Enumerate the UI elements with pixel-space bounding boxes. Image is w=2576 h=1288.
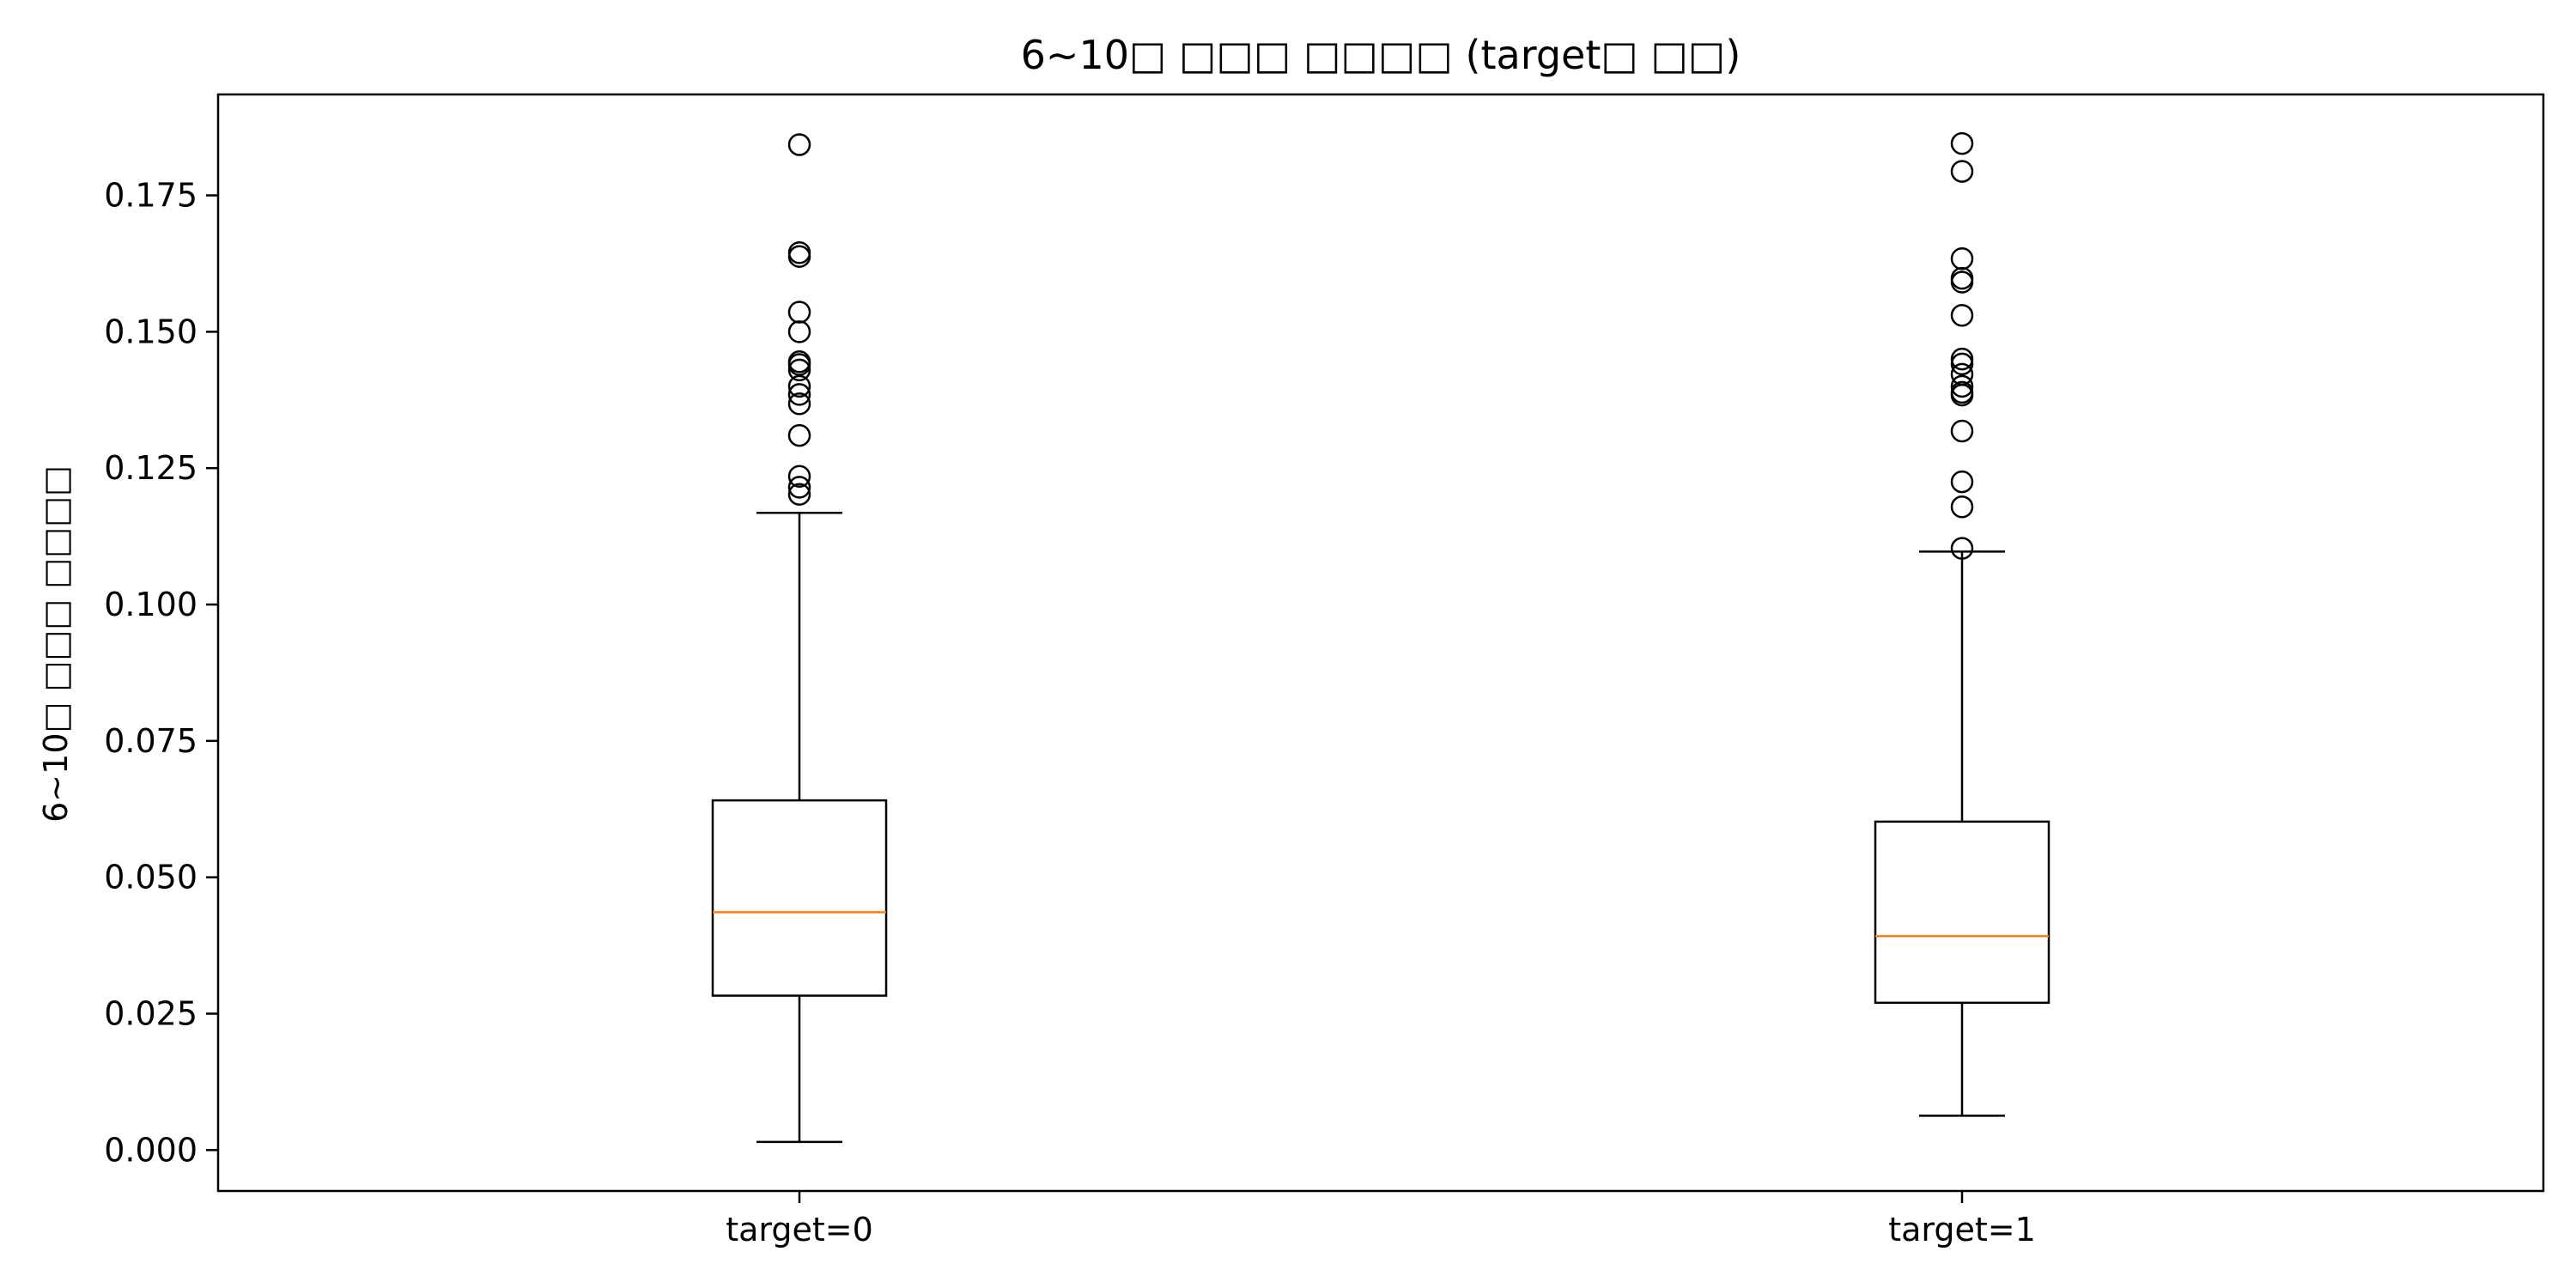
outlier-point <box>1950 470 1974 494</box>
outlier-point <box>787 358 811 382</box>
iqr-box <box>1874 820 2050 1005</box>
y-tick-label: 0.075 <box>104 722 197 760</box>
outlier-point <box>787 245 811 268</box>
y-tick-label: 0.025 <box>104 995 197 1033</box>
outlier-point <box>1950 131 1974 155</box>
y-tick-label: 0.150 <box>104 313 197 350</box>
y-tick-label: 0.175 <box>104 177 197 215</box>
outlier-point <box>787 374 811 398</box>
outlier-point <box>1950 374 1974 398</box>
outlier-point <box>787 320 811 343</box>
y-tick-label: 0.125 <box>104 449 197 487</box>
outlier-point <box>1950 160 1974 183</box>
outlier-point <box>1950 383 1974 407</box>
outlier-point <box>787 133 811 156</box>
outlier-point <box>787 423 811 447</box>
outlier-point <box>787 392 811 416</box>
y-tick-label: 0.100 <box>104 586 197 623</box>
outlier-point <box>1950 270 1974 294</box>
outlier-point <box>1950 537 1974 560</box>
outlier-point <box>787 476 811 499</box>
outlier-point <box>1950 304 1974 327</box>
outlier-point <box>787 383 811 406</box>
outlier-point <box>787 483 811 506</box>
outlier-point <box>1950 347 1974 371</box>
axes-frame <box>216 93 2545 1193</box>
x-category-label: target=0 <box>726 1211 873 1249</box>
outlier-point <box>1950 419 1974 443</box>
chart-title: 6~10□ □□□ □□□□ (target□ □□) <box>1021 32 1741 78</box>
outlier-point <box>787 465 811 488</box>
outlier-point <box>787 353 811 376</box>
outlier-point <box>1950 495 1974 519</box>
plot-area: 0.000 0.025 0.050 0.075 0.100 0.125 0.150 0.175… <box>104 131 2050 1249</box>
iqr-box <box>711 799 888 997</box>
y-axis-title: 6~10□ □□□ □□□□ <box>37 465 75 823</box>
y-tick-label: 0.000 <box>104 1131 197 1169</box>
y-tick-label: 0.050 <box>104 859 197 896</box>
x-category-label: target=1 <box>1888 1211 2036 1249</box>
outlier-point <box>1950 352 1974 376</box>
